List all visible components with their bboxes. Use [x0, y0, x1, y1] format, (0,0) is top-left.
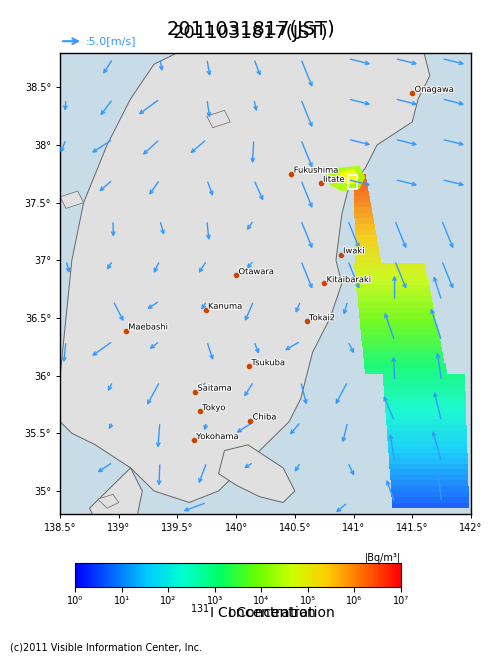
Polygon shape — [385, 403, 466, 408]
Text: Iwaki: Iwaki — [343, 246, 365, 256]
Polygon shape — [355, 274, 427, 279]
Polygon shape — [355, 235, 377, 241]
Polygon shape — [358, 302, 433, 308]
Text: $^{131}$I Concentration: $^{131}$I Concentration — [190, 602, 317, 621]
Text: Maebashi: Maebashi — [128, 322, 168, 331]
Polygon shape — [383, 380, 465, 386]
Text: 2011031817(JST): 2011031817(JST) — [166, 20, 335, 39]
Polygon shape — [60, 191, 84, 208]
Text: Tsukuba: Tsukuba — [252, 358, 286, 367]
Polygon shape — [390, 474, 468, 480]
Polygon shape — [98, 494, 119, 508]
Text: Saitama: Saitama — [197, 384, 232, 393]
Polygon shape — [359, 313, 435, 319]
Polygon shape — [364, 358, 444, 363]
Polygon shape — [336, 169, 359, 185]
Polygon shape — [361, 330, 439, 335]
Polygon shape — [354, 196, 370, 202]
Polygon shape — [354, 202, 371, 207]
Polygon shape — [392, 503, 469, 508]
Text: Kanuma: Kanuma — [208, 302, 242, 311]
Polygon shape — [391, 486, 468, 492]
Polygon shape — [354, 174, 366, 179]
Polygon shape — [385, 397, 466, 403]
Polygon shape — [385, 408, 466, 413]
Polygon shape — [365, 369, 447, 374]
Text: Fukushima: Fukushima — [294, 165, 339, 175]
Polygon shape — [363, 347, 442, 352]
Polygon shape — [388, 447, 467, 453]
Polygon shape — [389, 453, 467, 458]
Polygon shape — [359, 308, 434, 313]
Text: Onagawa: Onagawa — [415, 85, 454, 94]
Polygon shape — [354, 190, 369, 196]
Polygon shape — [386, 419, 466, 424]
Polygon shape — [207, 111, 230, 128]
Text: Chiba: Chiba — [253, 413, 277, 422]
Text: Tokai2: Tokai2 — [309, 313, 335, 322]
Polygon shape — [355, 258, 381, 263]
Text: I Concentration: I Concentration — [228, 606, 335, 620]
Text: 2011031817(JST): 2011031817(JST) — [173, 24, 328, 42]
Polygon shape — [218, 445, 295, 503]
Polygon shape — [362, 335, 440, 341]
Polygon shape — [389, 458, 467, 464]
Polygon shape — [387, 424, 466, 430]
Polygon shape — [354, 179, 367, 185]
Text: Tokyo: Tokyo — [202, 403, 225, 413]
Polygon shape — [354, 263, 425, 269]
Polygon shape — [354, 207, 372, 213]
Polygon shape — [360, 324, 437, 330]
Polygon shape — [387, 430, 467, 436]
Polygon shape — [355, 241, 378, 246]
Polygon shape — [390, 469, 468, 474]
Text: Iitate: Iitate — [323, 175, 345, 184]
Polygon shape — [388, 442, 467, 447]
Polygon shape — [392, 497, 469, 503]
Polygon shape — [364, 363, 445, 369]
Text: (c)2011 Visible Information Center, Inc.: (c)2011 Visible Information Center, Inc. — [10, 643, 202, 652]
Polygon shape — [387, 436, 467, 442]
Polygon shape — [389, 464, 468, 469]
Polygon shape — [60, 47, 430, 503]
Polygon shape — [391, 480, 468, 486]
Text: |Bq/m³|: |Bq/m³| — [365, 553, 401, 563]
Bar — [348, 175, 357, 189]
Polygon shape — [355, 218, 374, 224]
Text: Otawara: Otawara — [238, 267, 274, 276]
Text: Yokohama: Yokohama — [196, 432, 239, 441]
Polygon shape — [328, 165, 365, 191]
Polygon shape — [355, 224, 375, 229]
Polygon shape — [383, 374, 465, 380]
Text: :5.0[m/s]: :5.0[m/s] — [85, 36, 136, 46]
Polygon shape — [363, 352, 443, 358]
Polygon shape — [357, 291, 431, 297]
Polygon shape — [90, 468, 142, 537]
Polygon shape — [384, 386, 465, 391]
Polygon shape — [354, 185, 368, 190]
Polygon shape — [356, 285, 430, 291]
Polygon shape — [354, 213, 373, 218]
Polygon shape — [358, 297, 432, 302]
Polygon shape — [355, 269, 426, 274]
Text: Kitaibaraki: Kitaibaraki — [327, 275, 372, 284]
Polygon shape — [356, 279, 428, 285]
Polygon shape — [360, 319, 436, 324]
Polygon shape — [355, 246, 379, 252]
Polygon shape — [362, 341, 441, 347]
Polygon shape — [384, 391, 465, 397]
Polygon shape — [391, 492, 469, 497]
Polygon shape — [355, 252, 380, 258]
Polygon shape — [386, 413, 466, 419]
Polygon shape — [355, 229, 376, 235]
